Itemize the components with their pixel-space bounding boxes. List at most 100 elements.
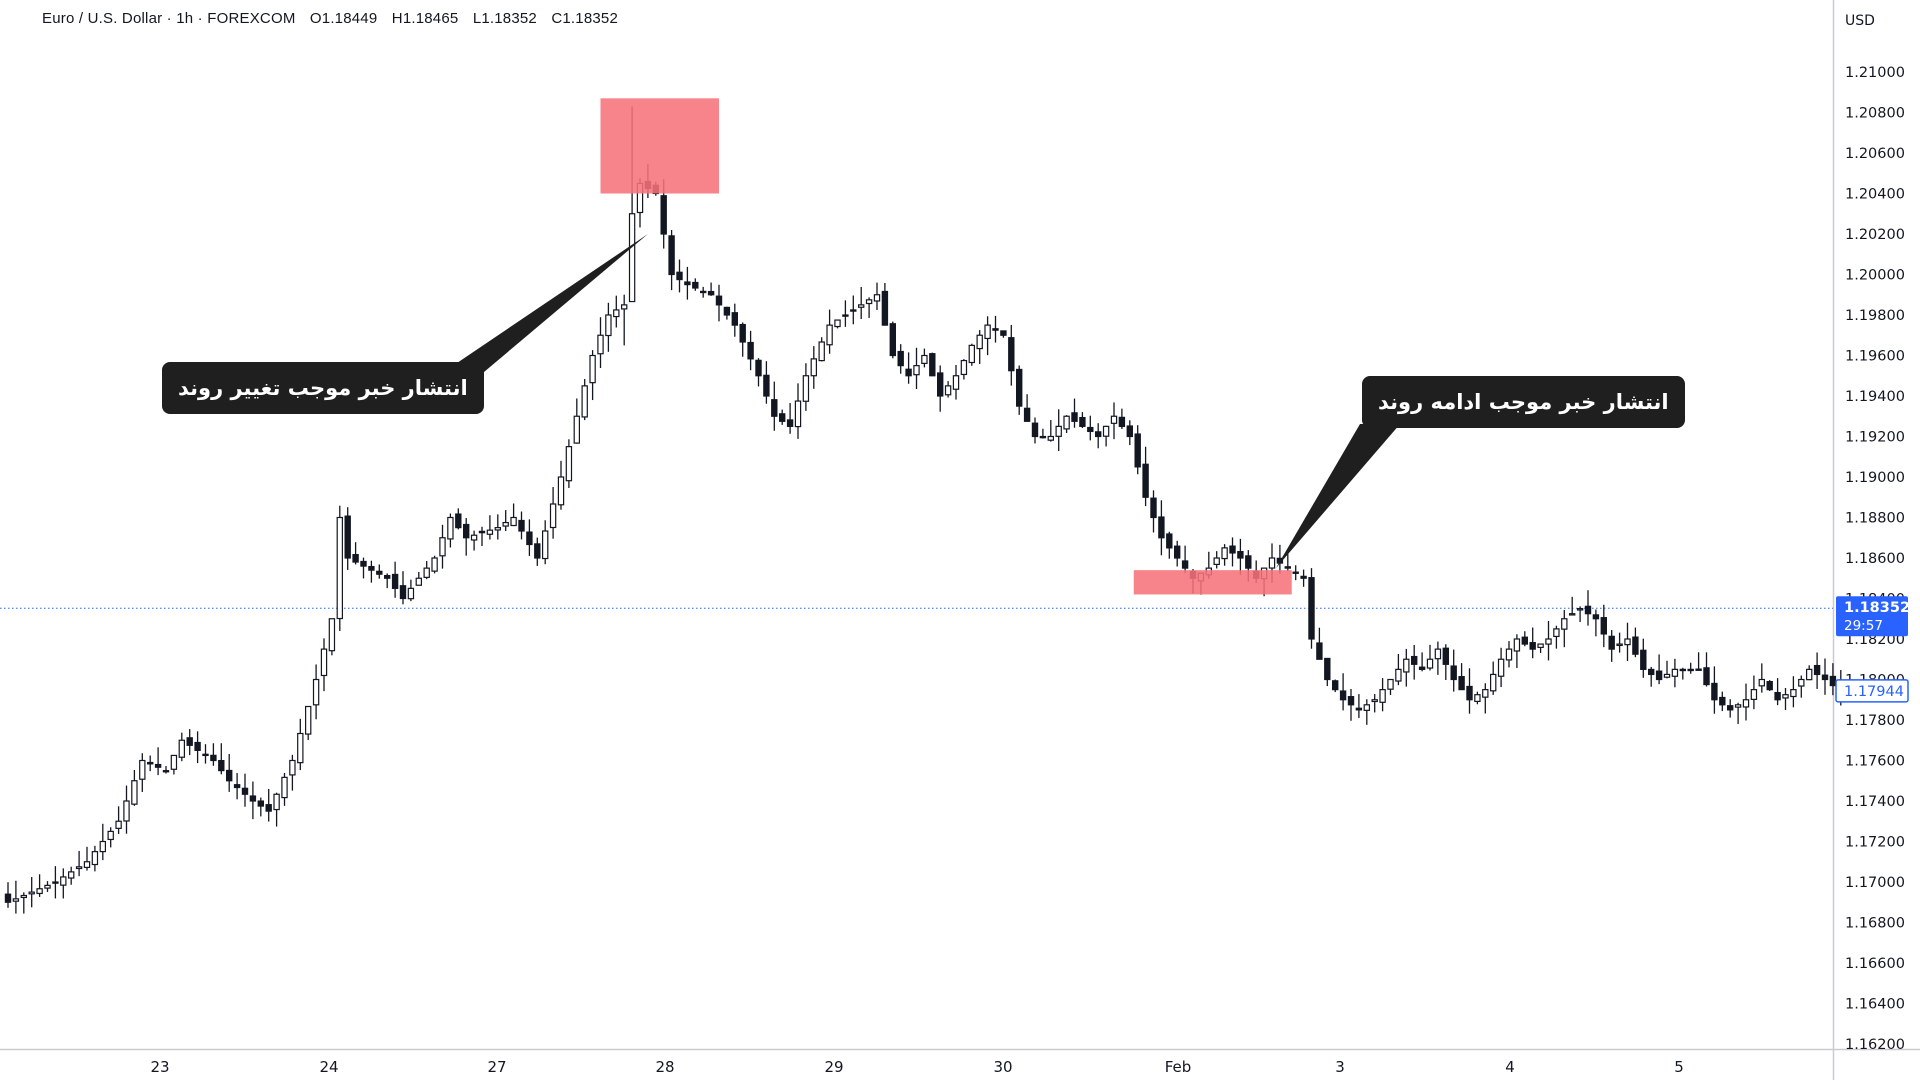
- candle-body: [297, 732, 304, 764]
- candle-body: [620, 304, 628, 310]
- candle-body: [1497, 658, 1505, 677]
- time-tick-label: 27: [487, 1058, 506, 1076]
- price-tick-label: 1.20400: [1845, 187, 1905, 203]
- candle-body: [660, 195, 667, 235]
- candle-body: [1608, 635, 1615, 650]
- callout-pointer-trend-continuation: [1275, 424, 1400, 569]
- candle-body: [1079, 416, 1086, 427]
- candle-body: [1023, 407, 1031, 422]
- price-tick-label: 1.20800: [1845, 106, 1905, 122]
- candle-body: [1545, 638, 1552, 645]
- price-tick-label: 1.17800: [1845, 713, 1905, 729]
- ohlc-low: L1.18352: [472, 10, 537, 27]
- candle-body: [1166, 533, 1173, 549]
- callout-trend-change: انتشار خبر موجب تغییر روند: [162, 362, 484, 414]
- candle-body: [684, 281, 691, 286]
- candle-body: [20, 894, 28, 899]
- price-tick-label: 1.20600: [1845, 146, 1905, 162]
- candle-body: [44, 884, 51, 889]
- candle-body: [834, 319, 841, 328]
- price-tick-label: 1.17200: [1845, 835, 1905, 851]
- candle-body: [360, 560, 367, 567]
- candle-body: [1829, 675, 1837, 687]
- candle-body: [889, 323, 897, 357]
- candle-body: [715, 295, 723, 306]
- candle-body: [1679, 668, 1686, 672]
- candle-body: [1071, 412, 1078, 422]
- candle-body: [541, 530, 549, 560]
- candle-body: [67, 871, 75, 879]
- candle-body: [1316, 642, 1323, 660]
- candle-body: [676, 271, 683, 281]
- candle-body: [1363, 704, 1370, 711]
- candle-body: [534, 543, 541, 559]
- candle-body: [1324, 657, 1331, 681]
- candle-body: [1015, 368, 1023, 407]
- candle-body: [1663, 673, 1671, 678]
- candle-body: [257, 800, 265, 807]
- candle-body: [439, 537, 446, 557]
- candle-body: [336, 516, 344, 620]
- callout-pointer-trend-change: [420, 234, 648, 388]
- candle-body: [107, 830, 114, 841]
- candle-body: [447, 516, 454, 540]
- price-tick-label: 1.19600: [1845, 349, 1905, 365]
- candle-body: [1687, 668, 1694, 672]
- price-tick-label: 1.18800: [1845, 511, 1905, 527]
- candle-body: [826, 324, 833, 346]
- candle-body: [1118, 416, 1126, 427]
- candle-body: [1640, 649, 1647, 670]
- candle-body: [960, 359, 968, 376]
- candle-body: [802, 375, 810, 402]
- candle-body: [12, 898, 20, 902]
- candle-body: [273, 793, 280, 811]
- ohlc-high: H1.18465: [391, 10, 459, 27]
- candle-body: [170, 754, 178, 770]
- candle-body: [486, 529, 494, 535]
- candle-body: [1703, 667, 1710, 686]
- candle-body: [1063, 415, 1070, 430]
- candle-body: [1695, 668, 1702, 671]
- candle-body: [415, 577, 423, 586]
- time-tick-label: Feb: [1165, 1058, 1192, 1076]
- candle-body: [1750, 689, 1758, 700]
- candle-body: [186, 737, 193, 746]
- candle-body: [810, 358, 818, 377]
- candle-body: [344, 515, 351, 559]
- candle-body: [723, 306, 731, 316]
- candle-body: [857, 304, 865, 308]
- countdown-label: 29:57: [1844, 618, 1883, 634]
- candle-body: [1726, 705, 1734, 711]
- candle-body: [818, 341, 825, 362]
- candle-body: [944, 385, 952, 396]
- candle-body: [233, 784, 241, 789]
- price-tick-label: 1.17600: [1845, 754, 1905, 770]
- candle-body: [249, 795, 257, 802]
- candle-body: [526, 531, 533, 546]
- candle-body: [455, 513, 462, 529]
- candle-body: [510, 516, 517, 527]
- candle-body: [178, 739, 185, 758]
- candle-body: [850, 309, 857, 312]
- candle-body: [218, 759, 225, 772]
- price-tick-label: 1.20000: [1845, 268, 1905, 284]
- candle-body: [952, 375, 960, 390]
- candle-body: [376, 570, 383, 575]
- candle-body: [1647, 668, 1655, 676]
- candle-body: [1624, 638, 1631, 646]
- candle-body: [1505, 648, 1513, 661]
- candle-body: [1632, 636, 1639, 655]
- candle-body: [1734, 704, 1742, 708]
- candle-body: [1513, 638, 1521, 652]
- candle-body: [1410, 655, 1418, 665]
- candle-body: [747, 341, 754, 360]
- candle-body: [921, 354, 928, 364]
- candle-body: [463, 523, 470, 539]
- candle-body: [494, 527, 502, 531]
- candle-body: [399, 585, 407, 600]
- time-tick-label: 28: [655, 1058, 674, 1076]
- candle-body: [1221, 547, 1228, 560]
- candle-body: [391, 573, 399, 589]
